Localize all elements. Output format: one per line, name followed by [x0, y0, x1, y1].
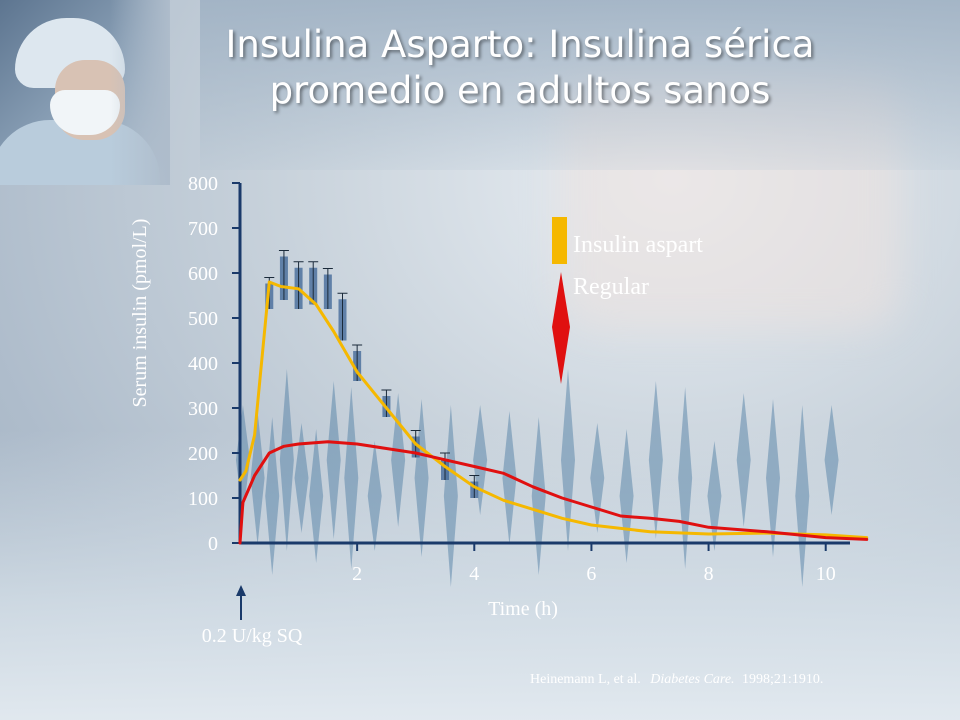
decor-diamond	[443, 405, 458, 587]
decor-diamond	[309, 429, 324, 563]
dose-marker: 0.2 U/kg SQ	[202, 585, 303, 647]
x-axis-label: Time (h)	[488, 598, 558, 620]
y-tick-label: 800	[188, 173, 218, 195]
citation: Heinemann L, et al. Diabetes Care. 1998;…	[530, 672, 823, 687]
decor-diamond	[367, 441, 382, 551]
diamond-decor	[235, 369, 839, 587]
decor-diamond	[250, 411, 265, 545]
dose-label: 0.2 U/kg SQ	[202, 625, 303, 647]
y-tick-label: 0	[208, 533, 218, 555]
decor-diamond	[265, 417, 280, 575]
y-tick-label: 300	[188, 398, 218, 420]
legend-label-aspart: Insulin aspart	[573, 232, 703, 258]
y-tick-label: 700	[188, 218, 218, 240]
decor-diamond	[707, 441, 722, 551]
legend-label-regular: Regular	[573, 274, 649, 300]
legend-swatch-aspart	[552, 217, 567, 264]
series-lines	[238, 280, 869, 545]
y-tick-label: 600	[188, 263, 218, 285]
x-tick-label: 10	[816, 563, 836, 585]
decor-diamond	[279, 369, 294, 551]
decor-diamond	[795, 405, 810, 587]
decor-diamond	[326, 381, 341, 539]
decor-diamond	[824, 405, 839, 515]
title-line-1: Insulina Asparto: Insulina sérica	[225, 23, 815, 66]
series-line-regular	[238, 440, 869, 545]
citation-authors: Heinemann L, et al.	[530, 672, 641, 687]
x-tick-label: 8	[704, 563, 714, 585]
decor-diamond	[344, 387, 359, 569]
decor-diamond	[502, 411, 517, 545]
background-bottom	[0, 430, 960, 720]
decor-diamond	[531, 417, 546, 575]
x-tick-label: 2	[352, 563, 362, 585]
legend: Insulin aspart Regular	[552, 217, 703, 384]
y-tick-label: 200	[188, 443, 218, 465]
decor-diamond	[391, 393, 406, 527]
decor-diamond	[590, 423, 605, 533]
citation-rest: 1998;21:1910.	[742, 672, 823, 687]
slide-title: Insulina Asparto: Insulina sérica promed…	[190, 22, 850, 114]
surgeon-photo	[0, 0, 170, 185]
decor-diamond	[473, 405, 488, 515]
y-tick-label: 500	[188, 308, 218, 330]
x-tick-label: 6	[586, 563, 596, 585]
y-tick-label: 400	[188, 353, 218, 375]
citation-journal: Diabetes Care.	[649, 672, 734, 687]
decor-diamond	[648, 381, 663, 539]
title-line-2: promedio en adultos sanos	[269, 69, 771, 112]
decor-diamond	[414, 399, 429, 557]
y-tick-label: 100	[188, 488, 218, 510]
x-tick-label: 4	[469, 563, 479, 585]
photo-mask	[50, 90, 120, 135]
y-ticks: 0 100 200 300 400 500 600 700 800	[188, 173, 240, 555]
decor-diamond	[561, 369, 575, 551]
decor-diamond	[294, 423, 309, 533]
photo-fade	[110, 0, 170, 185]
x-ticks: 2 4 6 8 10	[352, 543, 836, 585]
decor-diamond	[766, 399, 780, 557]
y-axis-label: Serum insulin (pmol/L)	[129, 219, 151, 408]
background-band	[200, 0, 960, 170]
decor-diamond	[736, 393, 751, 527]
legend-swatch-regular	[552, 272, 570, 384]
dose-arrow-head	[236, 585, 246, 596]
